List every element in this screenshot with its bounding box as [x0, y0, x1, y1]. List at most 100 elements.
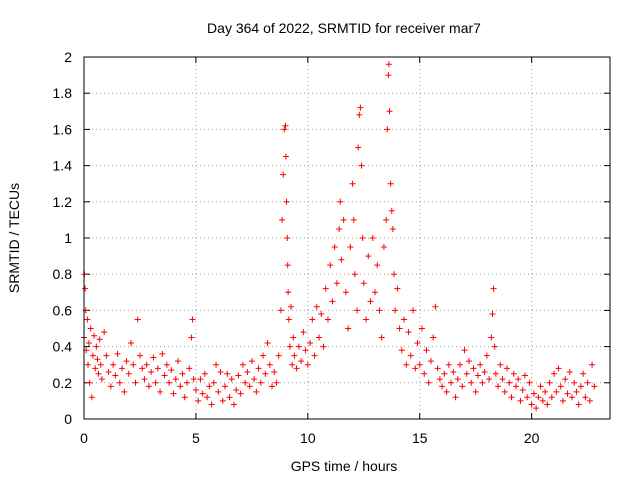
- data-point: [385, 61, 392, 68]
- data-point: [112, 372, 119, 379]
- data-point: [114, 350, 121, 357]
- data-point: [463, 370, 470, 377]
- data-point: [82, 285, 89, 292]
- data-point: [282, 122, 289, 129]
- data-point: [290, 334, 297, 341]
- data-point: [132, 379, 139, 386]
- data-point: [421, 370, 428, 377]
- data-point: [573, 388, 580, 395]
- data-point: [504, 365, 511, 372]
- data-point: [559, 397, 566, 404]
- data-point: [468, 379, 475, 386]
- data-point: [152, 379, 159, 386]
- data-point: [528, 401, 535, 408]
- data-point: [103, 352, 110, 359]
- x-tick-label: 0: [80, 430, 88, 446]
- data-point: [391, 271, 398, 278]
- data-point: [432, 303, 439, 310]
- data-point: [340, 216, 347, 223]
- y-tick-label: 1.6: [53, 121, 73, 137]
- data-point: [327, 262, 334, 269]
- data-point: [457, 361, 464, 368]
- data-point: [88, 394, 95, 401]
- data-point: [324, 316, 331, 323]
- data-point: [396, 325, 403, 332]
- data-point: [410, 307, 417, 314]
- data-point: [445, 361, 452, 368]
- data-point: [414, 339, 421, 346]
- data-point: [175, 358, 182, 365]
- data-point: [269, 383, 276, 390]
- data-point: [282, 153, 289, 160]
- data-point: [257, 379, 264, 386]
- data-point: [371, 289, 378, 296]
- data-point: [337, 198, 344, 205]
- data-point: [461, 347, 468, 354]
- data-point: [154, 365, 161, 372]
- data-point: [190, 376, 197, 383]
- data-point: [389, 225, 396, 232]
- data-point: [148, 368, 155, 375]
- data-point: [206, 383, 213, 390]
- data-point: [139, 365, 146, 372]
- y-tick-label: 0.2: [53, 375, 73, 391]
- data-point: [228, 376, 235, 383]
- data-point: [304, 361, 311, 368]
- data-point: [331, 244, 338, 251]
- data-point: [300, 329, 307, 336]
- data-point: [357, 104, 364, 111]
- data-point: [298, 358, 305, 365]
- data-point: [483, 352, 490, 359]
- data-point: [489, 311, 496, 318]
- data-point: [85, 361, 92, 368]
- data-point: [226, 394, 233, 401]
- data-point: [302, 347, 309, 354]
- data-point: [128, 339, 135, 346]
- data-point: [285, 289, 292, 296]
- data-point: [591, 383, 598, 390]
- data-point: [580, 370, 587, 377]
- data-point: [533, 405, 540, 412]
- data-point: [95, 370, 102, 377]
- data-point: [427, 358, 434, 365]
- data-point: [577, 383, 584, 390]
- data-point: [354, 307, 361, 314]
- data-point: [416, 361, 423, 368]
- data-point: [477, 361, 484, 368]
- data-point: [93, 343, 100, 350]
- axis-ticks: 00.20.40.60.811.21.41.61.820 5 10 15 20: [53, 49, 610, 446]
- data-point: [506, 379, 513, 386]
- grid: [84, 57, 610, 419]
- data-point: [584, 379, 591, 386]
- data-point: [134, 316, 141, 323]
- data-point: [336, 225, 343, 232]
- data-point: [430, 334, 437, 341]
- x-tick-label: 15: [412, 430, 428, 446]
- data-point: [145, 383, 152, 390]
- data-point: [486, 376, 493, 383]
- data-point: [524, 394, 531, 401]
- data-point: [385, 72, 392, 79]
- data-point: [163, 361, 170, 368]
- data-point: [544, 401, 551, 408]
- data-point: [230, 401, 237, 408]
- data-point: [237, 390, 244, 397]
- data-point: [224, 370, 231, 377]
- data-point: [275, 352, 282, 359]
- data-point: [491, 343, 498, 350]
- data-point: [589, 361, 596, 368]
- data-point: [497, 361, 504, 368]
- data-point: [199, 390, 206, 397]
- data-point: [181, 394, 188, 401]
- data-point: [260, 352, 267, 359]
- data-point: [284, 262, 291, 269]
- data-point: [499, 376, 506, 383]
- data-point: [97, 361, 104, 368]
- y-tick-label: 2: [64, 49, 72, 65]
- data-point: [423, 347, 430, 354]
- data-point: [105, 368, 112, 375]
- data-point: [186, 365, 193, 372]
- data-point: [150, 354, 157, 361]
- data-point: [242, 379, 249, 386]
